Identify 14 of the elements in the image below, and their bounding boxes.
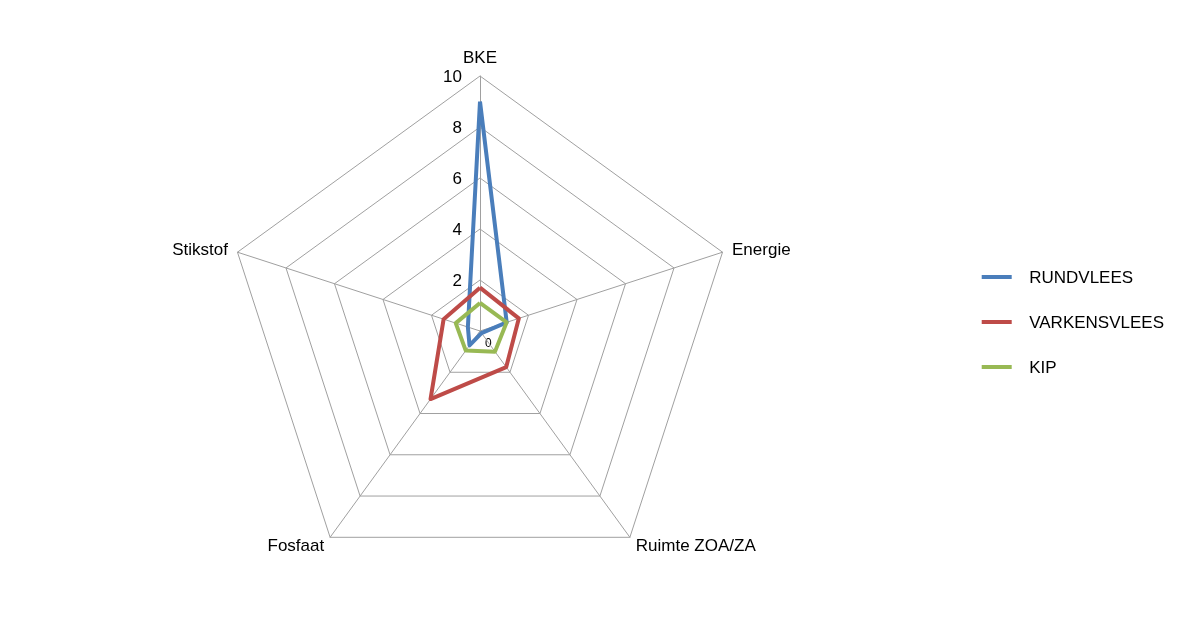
- spoke-label: Fosfaat: [267, 535, 325, 555]
- legend-label: KIP: [1029, 357, 1057, 377]
- legend-label: RUNDVLEES: [1029, 267, 1134, 287]
- y-tick-label: 0: [485, 336, 492, 350]
- y-tick-label: 10: [443, 66, 462, 86]
- legend-label: VARKENSVLEES: [1029, 312, 1164, 332]
- spoke-label: Stikstof: [172, 239, 229, 259]
- y-tick-label: 8: [452, 117, 462, 137]
- spoke-label: Ruimte ZOA/ZA: [635, 535, 757, 555]
- y-tick-label: 2: [452, 270, 462, 290]
- y-tick-label: 6: [452, 168, 462, 188]
- y-tick-label: 4: [452, 219, 462, 239]
- spoke-label: BKE: [462, 48, 498, 67]
- spoke-label: Energie: [732, 239, 791, 259]
